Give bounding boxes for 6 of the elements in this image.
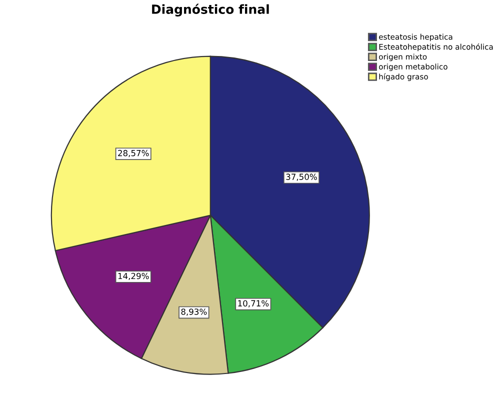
- data-label: 14,29%: [118, 272, 149, 280]
- data-label: 10,71%: [238, 300, 269, 308]
- data-label: 37,50%: [286, 174, 317, 181]
- data-label: 28,57%: [118, 150, 149, 158]
- data-label: 8,93%: [181, 308, 207, 316]
- chart-title: Diagnóstico final: [152, 4, 269, 16]
